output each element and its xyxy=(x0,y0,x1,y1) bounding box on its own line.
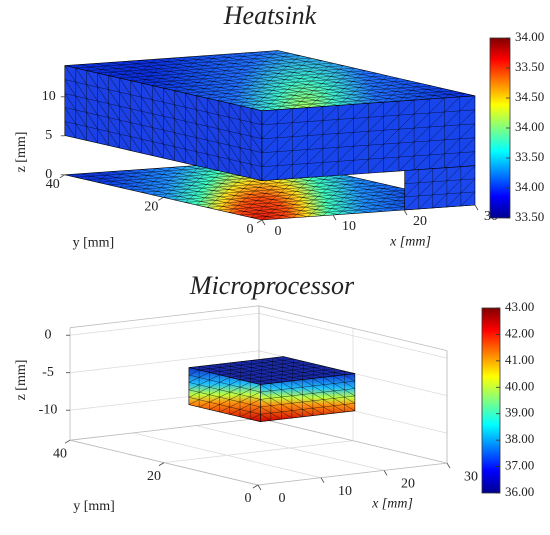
axes-box xyxy=(257,462,448,486)
block-side-mesh xyxy=(188,369,261,420)
x-tick-label: 20 xyxy=(401,477,415,492)
block-top-mesh xyxy=(198,356,345,385)
tick-mark xyxy=(446,462,451,469)
heatsink-wall-mesh xyxy=(64,65,263,181)
z-tick-label: 0 xyxy=(45,167,52,182)
y-tick-label: 0 xyxy=(245,491,252,506)
y-tick-label: 20 xyxy=(147,469,161,484)
y-tick-label: 40 xyxy=(46,177,60,192)
y-axis-label: y [mm] xyxy=(73,236,115,251)
colorbar-tick-label: 33.50 xyxy=(515,59,544,74)
tick-mark xyxy=(256,219,263,224)
z-tick-label: 0 xyxy=(45,327,52,342)
colorbar-tick-label: 40.00 xyxy=(505,378,534,393)
colorbar xyxy=(481,307,501,494)
tick-mark xyxy=(261,219,266,226)
z-axis-label: z [mm] xyxy=(14,360,29,401)
z-tick-label: -10 xyxy=(39,402,58,417)
colorbar-tick-label: 33.50 xyxy=(515,209,544,224)
grid-line xyxy=(69,350,260,374)
x-tick-label: 30 xyxy=(464,469,478,484)
tick-mark xyxy=(257,484,262,491)
axes-box xyxy=(258,305,448,351)
colorbar-tick-label: 34.00 xyxy=(515,29,544,44)
colorbar-tick-label: 41.00 xyxy=(505,352,534,367)
colorbar-tick-label: 34.00 xyxy=(515,179,544,194)
chart-title: Microprocessor xyxy=(189,271,355,300)
z-axis-label: z [mm] xyxy=(14,132,29,173)
tick-mark xyxy=(252,484,259,489)
x-tick-label: 0 xyxy=(279,491,286,506)
y-axis-label: y [mm] xyxy=(73,499,115,514)
tick-mark xyxy=(332,214,337,221)
z-tick-label: 10 xyxy=(42,89,56,104)
heatsink-wall-mesh xyxy=(261,95,476,181)
x-tick-label: 0 xyxy=(275,224,282,239)
heatsink-floor-mesh xyxy=(75,159,465,221)
tick-mark xyxy=(320,477,325,483)
tick-mark xyxy=(158,462,165,466)
z-tick-label: 5 xyxy=(45,128,52,143)
colorbar-tick-label: 39.00 xyxy=(505,405,534,420)
colorbar-tick-label: 43.00 xyxy=(505,299,534,314)
x-axis-label: x [mm] xyxy=(371,496,413,511)
colorbar-tick-label: 33.50 xyxy=(515,149,544,164)
block-side-mesh xyxy=(260,374,356,421)
tick-mark xyxy=(59,174,66,179)
axes-box xyxy=(69,417,260,441)
x-tick-label: 10 xyxy=(338,484,352,499)
heatsink-top-mesh xyxy=(75,50,465,111)
colorbar-tick-label: 37.00 xyxy=(505,458,534,473)
colorbar-tick-label: 36.00 xyxy=(505,484,534,499)
y-tick-label: 0 xyxy=(247,222,254,237)
y-tick-label: 40 xyxy=(53,446,67,461)
grid-line xyxy=(69,312,260,336)
grid-line xyxy=(163,440,354,463)
tick-mark xyxy=(64,439,71,444)
colorbar-tick-label: 42.00 xyxy=(505,325,534,340)
z-tick-label: -5 xyxy=(42,365,54,380)
y-tick-label: 20 xyxy=(144,200,158,215)
heatsink-wall-mesh xyxy=(404,165,476,211)
colorbar-tick-label: 34.00 xyxy=(515,119,544,134)
tick-mark xyxy=(383,470,388,476)
x-tick-label: 20 xyxy=(413,214,427,229)
tick-mark xyxy=(474,204,479,211)
tick-mark xyxy=(403,209,408,216)
colorbar-tick-label: 38.00 xyxy=(505,431,534,446)
grid-line xyxy=(258,312,448,359)
x-axis-label: x [mm] xyxy=(389,235,431,250)
tick-mark xyxy=(158,197,164,201)
x-tick-label: 10 xyxy=(342,219,356,234)
axes-box xyxy=(258,417,448,464)
axes-box xyxy=(69,305,260,329)
chart-title: Heatsink xyxy=(223,1,317,30)
colorbar-tick-label: 34.50 xyxy=(515,89,544,104)
